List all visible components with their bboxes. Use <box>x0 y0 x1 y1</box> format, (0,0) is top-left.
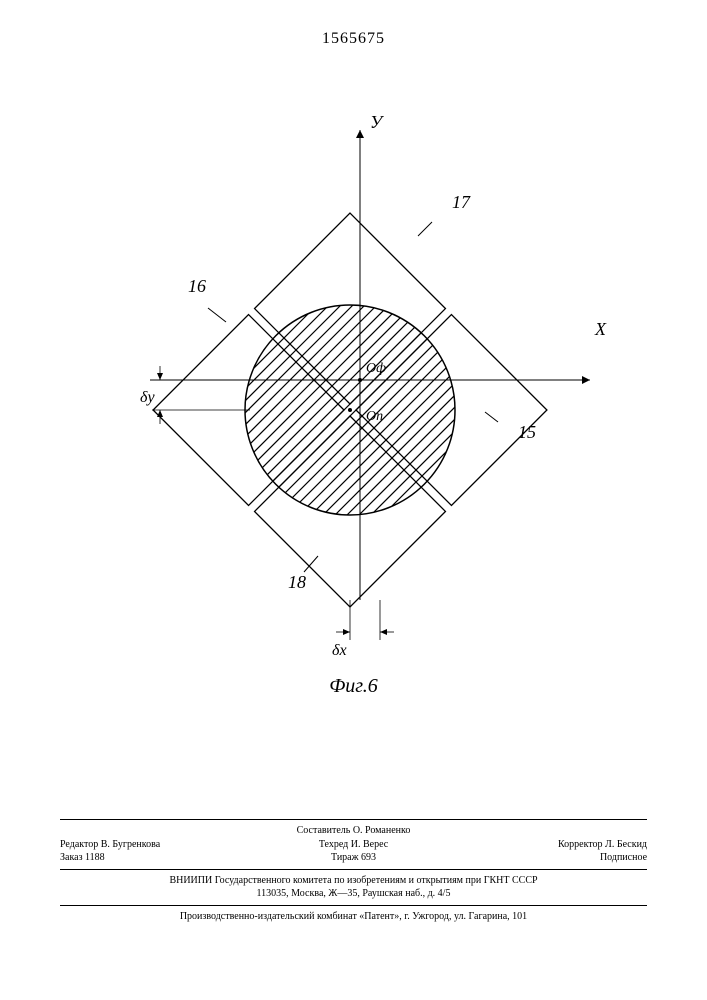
svg-text:17: 17 <box>452 192 471 212</box>
patent-number: 1565675 <box>0 30 707 48</box>
svg-text:16: 16 <box>188 276 206 296</box>
svg-text:Оф: Оф <box>366 361 386 376</box>
footer-block: Составитель О. Романенко Редактор В. Буг… <box>60 815 647 923</box>
svg-text:18: 18 <box>288 572 306 592</box>
tech-editor: Техред И. Верес <box>256 838 452 852</box>
figure-diagram: 15 16 17 18 X У Оф Оп δy δx <box>80 100 620 660</box>
order-no: Заказ 1188 <box>60 851 256 865</box>
org2: Производственно-издательский комбинат «П… <box>180 911 527 922</box>
figure-label: Фиг.6 <box>0 675 707 698</box>
subscription: Подписное <box>451 851 647 865</box>
tirage: Тираж 693 <box>256 851 452 865</box>
editor: Редактор В. Бугренкова <box>60 838 256 852</box>
svg-text:15: 15 <box>518 422 536 442</box>
compiler: Составитель О. Романенко <box>297 825 411 836</box>
org1: ВНИИПИ Государственного комитета по изоб… <box>169 875 537 886</box>
svg-text:δx: δx <box>332 642 347 659</box>
labels: 15 16 17 18 X У Оф Оп δy δx <box>140 112 607 659</box>
addr1: 113035, Москва, Ж—35, Раушская наб., д. … <box>257 888 451 899</box>
svg-text:У: У <box>370 112 384 132</box>
corrector: Корректор Л. Бескид <box>451 838 647 852</box>
svg-text:δy: δy <box>140 389 155 406</box>
svg-text:Оп: Оп <box>366 409 383 424</box>
svg-text:X: X <box>594 319 607 339</box>
